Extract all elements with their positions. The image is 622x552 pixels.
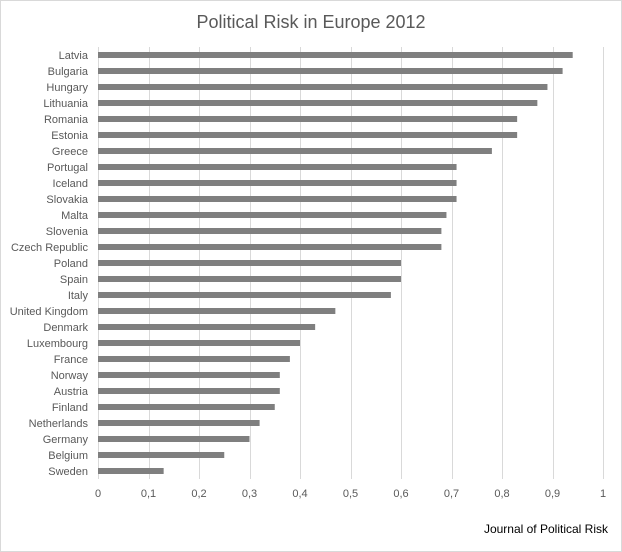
x-tick-label: 0,7 — [444, 488, 459, 500]
bar — [98, 84, 548, 90]
category-label: Sweden — [48, 466, 88, 478]
bar — [98, 100, 538, 106]
category-label: Spain — [60, 274, 88, 286]
bar — [98, 276, 401, 282]
category-label: Hungary — [46, 82, 88, 94]
category-label: Portugal — [47, 162, 88, 174]
category-label: Denmark — [43, 322, 88, 334]
bar — [98, 324, 316, 330]
category-label: Bulgaria — [48, 66, 89, 78]
x-tick-label: 0,4 — [292, 488, 307, 500]
bar — [98, 436, 250, 442]
source-note: Journal of Political Risk — [483, 522, 608, 536]
x-tick-label: 0,9 — [545, 488, 560, 500]
bar — [98, 292, 391, 298]
bar — [98, 116, 518, 122]
category-label: Iceland — [53, 178, 88, 190]
category-label: Slovenia — [46, 226, 89, 238]
category-label: United Kingdom — [10, 306, 88, 318]
category-label: Latvia — [59, 50, 89, 62]
bar — [98, 212, 447, 218]
category-label: France — [54, 354, 88, 366]
category-label: Finland — [52, 402, 88, 414]
x-tick-label: 0 — [95, 488, 101, 500]
bar — [98, 228, 442, 234]
category-label: Luxembourg — [27, 338, 88, 350]
bar — [98, 68, 563, 74]
bar — [98, 260, 401, 266]
category-label: Italy — [68, 290, 89, 302]
x-tick-label: 0,3 — [242, 488, 257, 500]
category-label: Norway — [51, 370, 89, 382]
x-tick-label: 0,2 — [191, 488, 206, 500]
bar — [98, 148, 492, 154]
category-label: Lithuania — [43, 98, 89, 110]
bar — [98, 164, 457, 170]
bar — [98, 244, 442, 250]
bar — [98, 196, 457, 202]
bar — [98, 388, 280, 394]
bar — [98, 356, 290, 362]
x-tick-label: 0,5 — [343, 488, 358, 500]
bar — [98, 372, 280, 378]
category-label: Germany — [43, 434, 89, 446]
bar — [98, 132, 518, 138]
category-label: Slovakia — [46, 194, 88, 206]
category-label: Greece — [52, 146, 88, 158]
category-label: Romania — [44, 114, 89, 126]
bar — [98, 404, 275, 410]
bar — [98, 452, 225, 458]
category-label: Estonia — [51, 130, 89, 142]
bar — [98, 420, 260, 426]
x-tick-label: 1 — [600, 488, 606, 500]
bar — [98, 308, 336, 314]
category-label: Czech Republic — [11, 242, 89, 254]
bar — [98, 180, 457, 186]
bar — [98, 340, 300, 346]
category-label: Netherlands — [29, 418, 89, 430]
category-label: Poland — [54, 258, 88, 270]
bar — [98, 52, 573, 58]
bar — [98, 468, 164, 474]
category-label: Belgium — [48, 450, 88, 462]
chart-title: Political Risk in Europe 2012 — [196, 12, 426, 32]
x-tick-label: 0,8 — [494, 488, 509, 500]
category-label: Malta — [61, 210, 89, 222]
x-tick-label: 0,1 — [141, 488, 156, 500]
x-tick-label: 0,6 — [393, 488, 408, 500]
category-label: Austria — [54, 386, 89, 398]
